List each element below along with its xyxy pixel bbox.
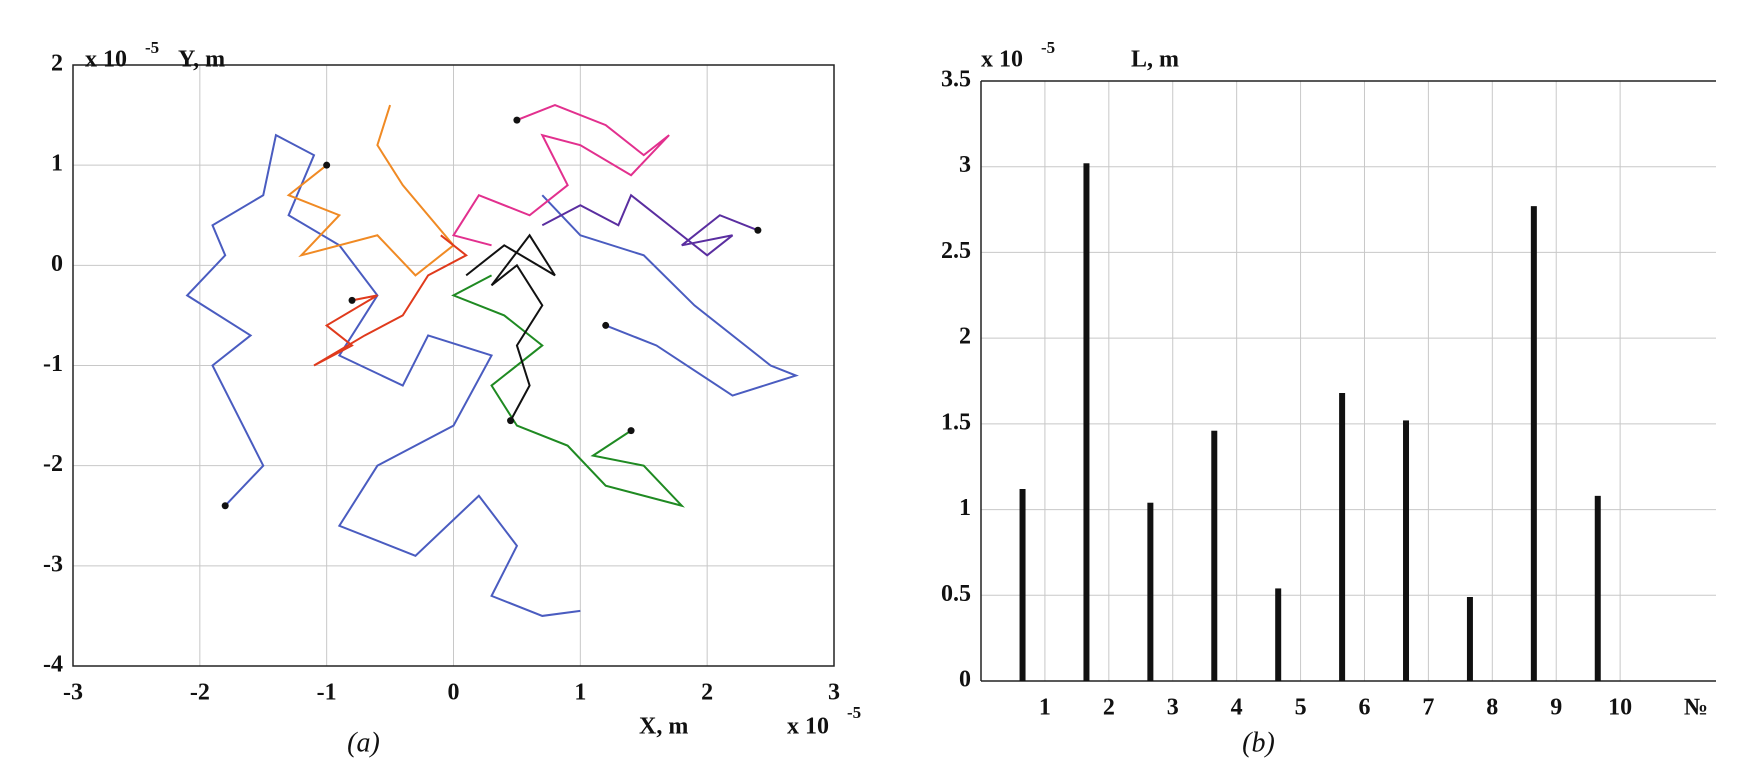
trajectory: [541, 194, 799, 397]
plot-frame: [72, 64, 835, 667]
y-tick-label: 2.5: [941, 238, 971, 264]
start-point: [602, 321, 610, 329]
y-tick-label: -3: [43, 551, 63, 577]
x-tick-label: 3: [1167, 695, 1179, 721]
trajectory: [451, 274, 685, 508]
y-tick-label: 1: [959, 495, 971, 521]
y-tick-label: 1.5: [941, 409, 971, 435]
y-multiplier-exponent: -5: [145, 38, 159, 57]
y-tick-label: 3.5: [941, 67, 971, 93]
y-tick-label: 0.5: [941, 581, 971, 607]
y-axis-label: L, m: [1131, 47, 1179, 73]
y-tick-label: 1: [51, 151, 63, 177]
trajectory: [313, 234, 469, 367]
y-multiplier: x 10: [981, 47, 1023, 73]
trajectory: [541, 193, 759, 257]
x-tick-label: 2: [701, 680, 713, 706]
x-tick-label: 2: [1103, 695, 1115, 721]
x-multiplier-exponent: -5: [847, 703, 861, 722]
bar: [1403, 420, 1410, 681]
bar: [1147, 502, 1154, 681]
x-tick-label: 4: [1231, 695, 1243, 721]
y-tick-label: -4: [43, 652, 63, 678]
trajectory: [185, 133, 581, 617]
x-tick-label: 10: [1608, 695, 1632, 721]
x-tick-label: 6: [1358, 695, 1370, 721]
start-point: [507, 417, 515, 425]
bar: [1594, 495, 1601, 681]
x-tick-label: -1: [317, 680, 337, 706]
x-tick-label: 7: [1422, 695, 1434, 721]
x-tick-label: 3: [828, 680, 840, 706]
x-tick-label: 9: [1550, 695, 1562, 721]
x-tick-label: 1: [1039, 695, 1051, 721]
x-multiplier: x 10: [787, 714, 829, 740]
bar: [1083, 163, 1090, 682]
trajectory: [465, 233, 556, 422]
y-tick-label: -2: [43, 451, 63, 477]
start-point: [754, 226, 762, 234]
start-point: [323, 161, 331, 169]
y-axis-label: Y, m: [178, 47, 225, 73]
y-multiplier-exponent: -5: [1041, 38, 1055, 57]
start-point: [348, 296, 356, 304]
x-axis-label: X, m: [639, 714, 688, 740]
trajectory: [286, 104, 455, 277]
y-tick-label: 2: [959, 324, 971, 350]
y-tick-label: 2: [51, 51, 63, 77]
x-tick-label: 1: [574, 680, 586, 706]
bar: [1339, 393, 1346, 681]
x-tick-label: 0: [448, 680, 460, 706]
x-tick-label: 8: [1486, 695, 1498, 721]
x-tick-label: -2: [190, 680, 210, 706]
bar: [1211, 430, 1218, 681]
x-tick-label: -3: [63, 680, 83, 706]
y-tick-label: 0: [959, 667, 971, 693]
start-point: [627, 427, 635, 435]
bar: [1275, 588, 1282, 681]
bar: [1530, 206, 1537, 681]
bar: [1019, 489, 1026, 681]
bar: [1466, 597, 1473, 681]
y-tick-label: 3: [959, 152, 971, 178]
start-point: [221, 502, 229, 510]
x-axis-label: №: [1684, 695, 1708, 721]
caption: (a): [347, 727, 380, 758]
start-point: [513, 116, 521, 124]
trajectory: [451, 103, 670, 247]
y-tick-label: -1: [43, 351, 63, 377]
y-multiplier: x 10: [85, 47, 127, 73]
caption: (b): [1242, 727, 1275, 758]
x-tick-label: 5: [1295, 695, 1307, 721]
y-tick-label: 0: [51, 251, 63, 277]
